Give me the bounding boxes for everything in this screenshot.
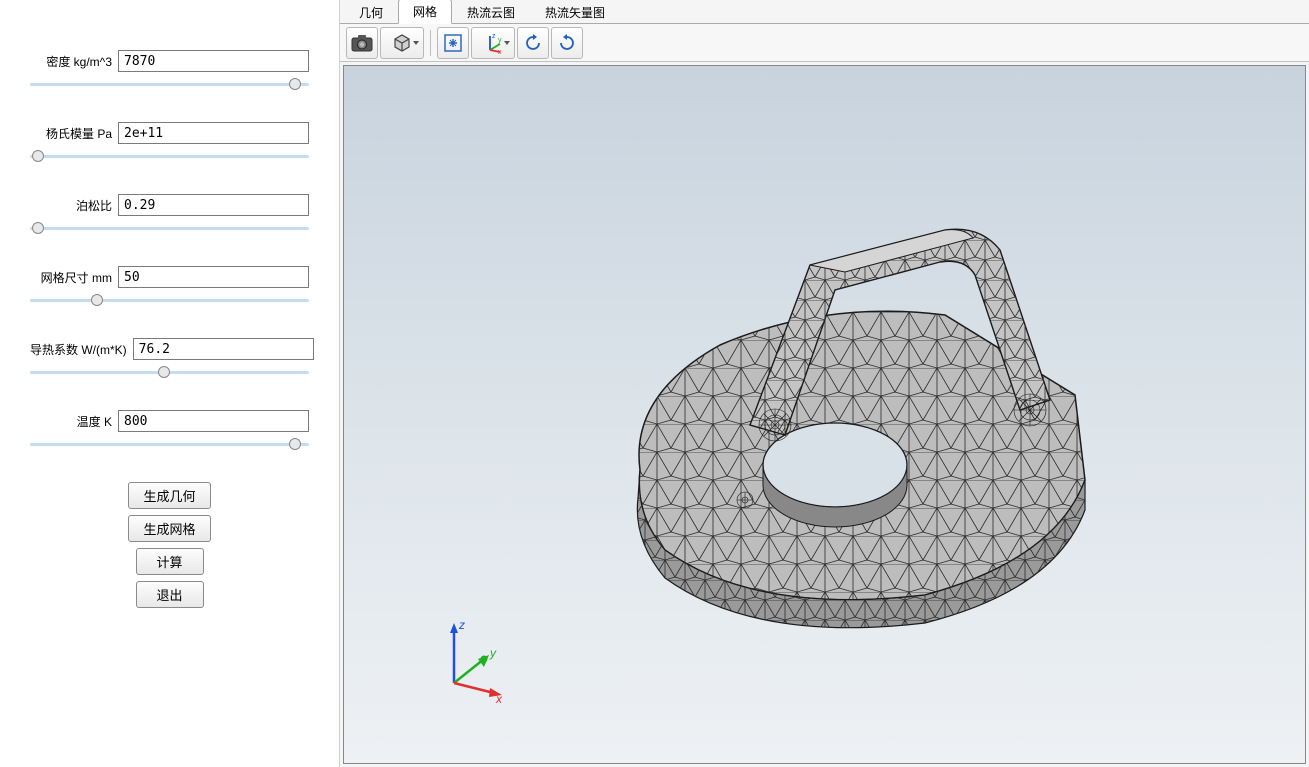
action-buttons: 生成几何生成网格计算退出	[30, 482, 309, 608]
axis-z-label: z	[458, 618, 465, 632]
param-label: 杨氏模量 Pa	[30, 125, 118, 142]
rotate-cw-icon[interactable]	[551, 27, 583, 59]
param-input[interactable]	[133, 338, 314, 360]
tab-mesh[interactable]: 网格	[398, 0, 452, 24]
param-input[interactable]	[118, 194, 309, 216]
svg-text:y: y	[498, 37, 502, 44]
generate-geometry-button[interactable]: 生成几何	[128, 482, 210, 509]
axis-y-label: y	[489, 646, 497, 660]
svg-text:x: x	[498, 49, 502, 54]
svg-text:z: z	[492, 33, 496, 40]
rotate-ccw-icon[interactable]	[517, 27, 549, 59]
mesh-model	[545, 200, 1105, 630]
param-slider[interactable]	[30, 220, 309, 236]
param-label: 密度 kg/m^3	[30, 53, 118, 70]
param-label: 泊松比	[30, 197, 118, 214]
param-input[interactable]	[118, 266, 309, 288]
param-slider[interactable]	[30, 292, 309, 308]
param-row: 密度 kg/m^3	[30, 50, 309, 92]
param-input[interactable]	[118, 122, 309, 144]
param-row: 网格尺寸 mm	[30, 266, 309, 308]
sidebar: 密度 kg/m^3 杨氏模量 Pa 泊松比 网格尺寸 mm	[0, 0, 340, 767]
viewport-3d[interactable]: z y x	[343, 65, 1306, 764]
tab-vector[interactable]: 热流矢量图	[530, 0, 620, 24]
param-row: 杨氏模量 Pa	[30, 122, 309, 164]
cube-view-icon[interactable]	[380, 27, 424, 59]
param-row: 温度 K	[30, 410, 309, 452]
axes-triad: z y x	[434, 613, 524, 703]
param-slider[interactable]	[30, 364, 309, 380]
param-input[interactable]	[118, 50, 309, 72]
generate-mesh-button[interactable]: 生成网格	[128, 515, 210, 542]
tab-geometry[interactable]: 几何	[344, 0, 398, 24]
param-slider[interactable]	[30, 76, 309, 92]
param-label: 温度 K	[30, 413, 118, 430]
tab-bar: 几何网格热流云图热流矢量图	[340, 0, 1309, 24]
camera-icon[interactable]	[346, 27, 378, 59]
param-row: 泊松比	[30, 194, 309, 236]
param-label: 导热系数 W/(m*K)	[30, 341, 133, 358]
toolbar: zyx	[340, 24, 1309, 62]
tab-contour[interactable]: 热流云图	[452, 0, 530, 24]
param-row: 导热系数 W/(m*K)	[30, 338, 309, 380]
compute-button[interactable]: 计算	[136, 548, 204, 575]
axes-xyz-icon[interactable]: zyx	[471, 27, 515, 59]
exit-button[interactable]: 退出	[136, 581, 204, 608]
axis-x-label: x	[495, 692, 503, 703]
fit-icon[interactable]	[437, 27, 469, 59]
param-slider[interactable]	[30, 436, 309, 452]
param-label: 网格尺寸 mm	[30, 269, 118, 286]
param-input[interactable]	[118, 410, 309, 432]
main-area: 几何网格热流云图热流矢量图 zyx	[340, 0, 1309, 767]
toolbar-separator	[430, 30, 431, 56]
param-slider[interactable]	[30, 148, 309, 164]
